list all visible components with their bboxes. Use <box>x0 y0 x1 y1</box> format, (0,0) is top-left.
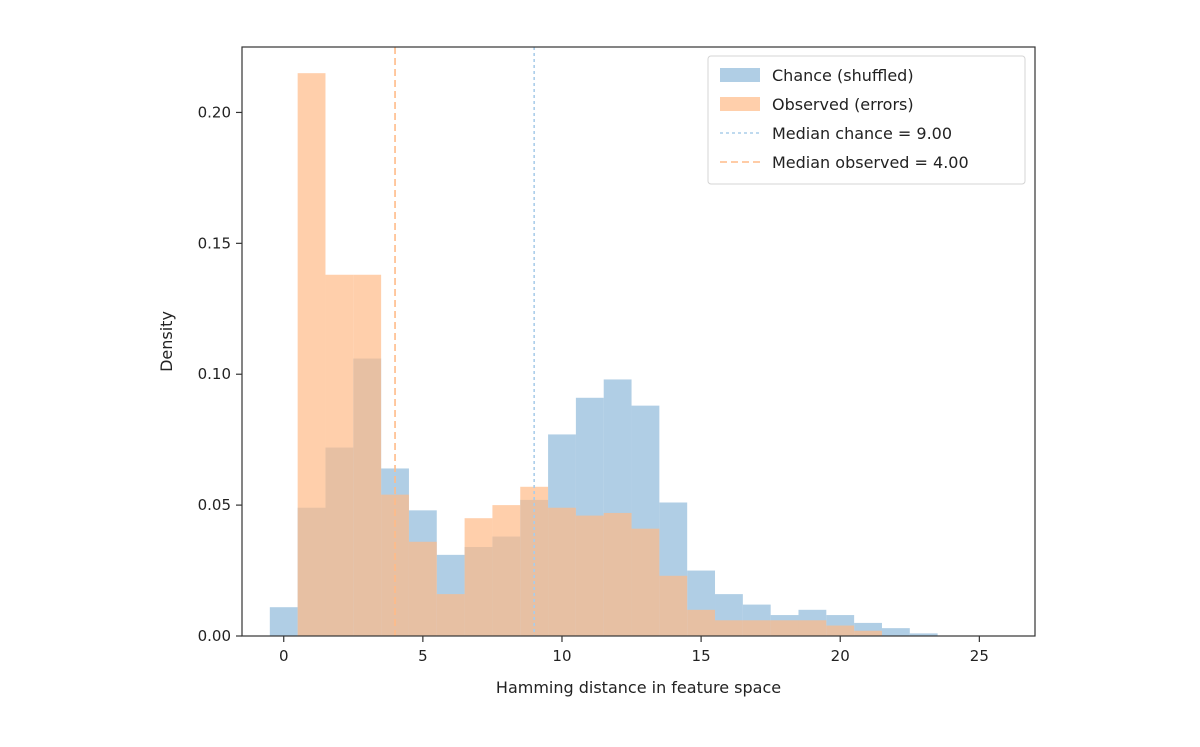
bar <box>854 630 882 636</box>
y-tick-label: 0.05 <box>198 496 231 514</box>
y-tick-label: 0.10 <box>198 365 231 383</box>
bar <box>659 575 688 636</box>
bar <box>742 620 771 636</box>
x-tick-label: 15 <box>692 647 711 665</box>
bar <box>297 73 326 636</box>
bar <box>436 594 465 636</box>
y-axis: 0.00 0.05 0.10 0.15 0.20 <box>198 103 242 645</box>
bar <box>715 620 743 636</box>
legend-swatch <box>720 97 760 111</box>
y-tick-label: 0.20 <box>198 103 231 121</box>
bar <box>575 515 604 636</box>
bar <box>687 609 716 636</box>
bar <box>325 274 354 636</box>
median-reference-lines <box>394 47 535 636</box>
bar <box>770 620 799 636</box>
bar <box>881 628 910 636</box>
x-axis: 0 5 10 15 20 25 <box>279 636 989 665</box>
x-tick-label: 0 <box>279 647 289 665</box>
x-axis-label: Hamming distance in feature space <box>496 678 781 697</box>
bar <box>492 505 521 636</box>
bar <box>909 633 938 636</box>
bar <box>408 541 437 636</box>
y-tick-label: 0.15 <box>198 234 231 252</box>
bar <box>464 518 493 636</box>
y-axis-label: Density <box>157 311 176 372</box>
series-1 <box>297 73 882 636</box>
bar <box>269 607 298 636</box>
bar <box>603 512 632 636</box>
bar <box>353 274 382 636</box>
plot-area <box>269 73 938 636</box>
legend-label: Observed (errors) <box>772 95 914 114</box>
bar <box>826 625 855 636</box>
x-tick-label: 20 <box>831 647 850 665</box>
y-tick-label: 0.00 <box>198 627 231 645</box>
x-tick-label: 25 <box>970 647 989 665</box>
legend: Chance (shuffled) Observed (errors) Median… <box>707 55 1026 185</box>
legend-label: Median chance = 9.00 <box>772 124 952 143</box>
x-tick-label: 5 <box>418 647 428 665</box>
x-tick-label: 10 <box>552 647 571 665</box>
legend-swatch <box>720 68 760 82</box>
axes-frame <box>241 46 1036 637</box>
bar <box>631 528 660 636</box>
legend-box <box>707 55 1026 185</box>
bar <box>548 507 576 636</box>
bar <box>798 620 827 636</box>
legend-label: Chance (shuffled) <box>772 66 914 85</box>
legend-label: Median observed = 4.00 <box>772 153 969 172</box>
